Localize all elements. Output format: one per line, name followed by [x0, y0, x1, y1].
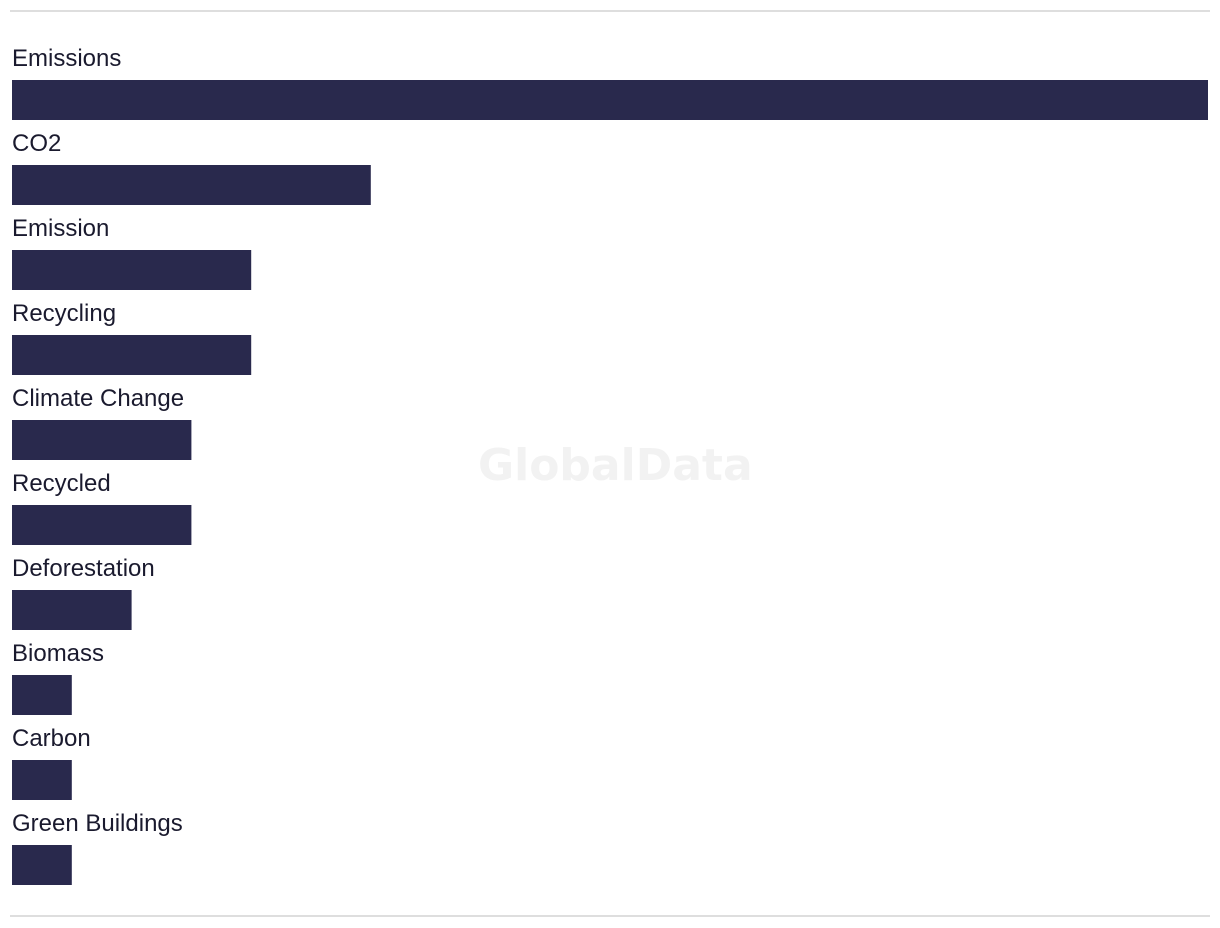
top-divider	[10, 10, 1210, 12]
category-label: Recycled	[12, 470, 111, 497]
category-label: Emission	[12, 215, 109, 242]
watermark: GlobalData	[478, 440, 753, 491]
category-label: Climate Change	[12, 385, 184, 412]
bottom-divider	[10, 915, 1210, 917]
bar	[12, 80, 1208, 120]
bar	[12, 505, 192, 545]
category-label: Deforestation	[12, 555, 155, 582]
bar	[12, 845, 72, 885]
bar	[12, 590, 132, 630]
labels-layer: Emissions CO2 Emission Recycling Climate Cha…	[12, 45, 184, 837]
bars-layer	[12, 80, 1208, 885]
bar	[12, 675, 72, 715]
bar	[12, 165, 371, 205]
category-label: Carbon	[12, 725, 91, 752]
bar	[12, 760, 72, 800]
category-label: Green Buildings	[12, 810, 183, 837]
category-label: CO2	[12, 130, 61, 157]
bar	[12, 335, 252, 375]
category-label: Recycling	[12, 300, 116, 327]
category-label: Emissions	[12, 45, 121, 72]
bar	[12, 250, 252, 290]
bar	[12, 420, 192, 460]
category-label: Biomass	[12, 640, 104, 667]
